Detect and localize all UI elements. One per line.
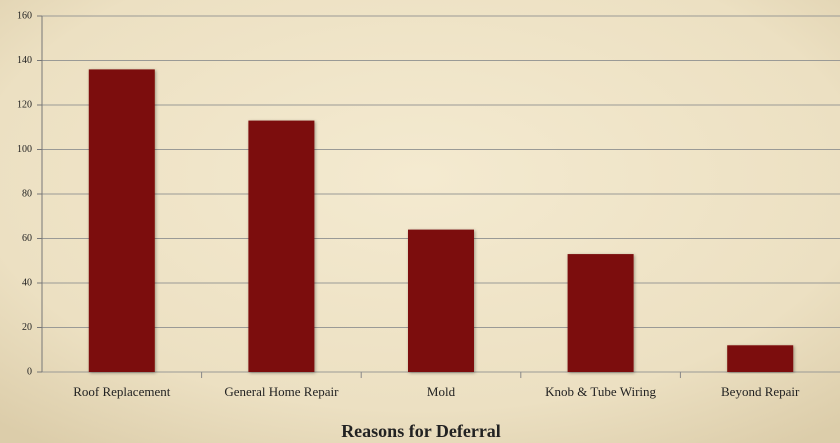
y-tick-label: 60	[22, 233, 32, 244]
bar	[727, 345, 794, 372]
y-tick-label: 80	[22, 188, 32, 199]
bar	[408, 229, 474, 372]
y-tick-label: 40	[22, 277, 32, 288]
x-tick-label: Knob & Tube Wiring	[545, 384, 656, 399]
x-tick-label: Beyond Repair	[721, 384, 800, 399]
y-tick-label: 160	[17, 10, 32, 21]
x-tick-label: General Home Repair	[224, 384, 339, 399]
y-tick-label: 100	[17, 144, 32, 155]
y-tick-label: 120	[17, 99, 32, 110]
x-axis-label: Reasons for Deferral	[341, 421, 501, 441]
x-tick-label: Mold	[427, 384, 456, 399]
bar	[88, 69, 155, 373]
bar	[248, 120, 315, 372]
x-tick-label: Roof Replacement	[73, 384, 170, 399]
y-tick-label: 140	[17, 55, 32, 66]
y-tick-label: 0	[27, 366, 32, 377]
y-tick-label: 20	[22, 322, 32, 333]
bar	[567, 254, 634, 372]
